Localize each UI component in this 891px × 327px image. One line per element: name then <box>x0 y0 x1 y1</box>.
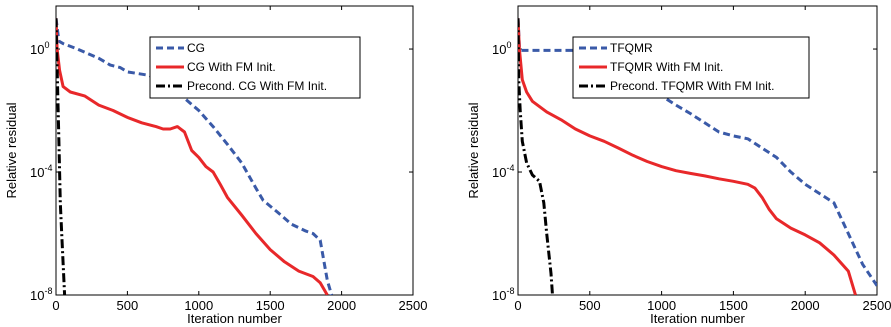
legend: TFQMR TFQMR With FM Init. Precond. TFQMR W… <box>572 36 810 99</box>
series-line-2 <box>518 18 857 295</box>
y-tick-label: 10-4 <box>492 163 514 180</box>
legend-entry-label: Precond. TFQMR With FM Init. <box>610 79 774 93</box>
x-tick-label: 500 <box>579 298 601 313</box>
legend: CG CG With FM Init. Precond. CG With FM In… <box>149 36 361 99</box>
chart-panel-2: 0 500 1000 1500 2000 2500 100 10-4 10-8 Iteration… <box>466 5 891 326</box>
x-tick-label: 2000 <box>791 298 820 313</box>
x-tick-label: 1500 <box>256 298 285 313</box>
x-tick-label: 2500 <box>399 298 428 313</box>
x-tick-label: 1000 <box>184 298 213 313</box>
x-tick-label: 500 <box>117 298 139 313</box>
legend-entry-label: CG <box>187 41 205 55</box>
x-tick-label: 2500 <box>863 298 891 313</box>
x-tick-label: 0 <box>514 298 521 313</box>
series-line-1 <box>518 18 877 287</box>
y-axis-label: Relative residual <box>466 102 481 198</box>
x-tick-label: 1500 <box>719 298 748 313</box>
y-tick-label: 10-4 <box>30 163 52 180</box>
series-line-3 <box>518 18 554 295</box>
y-tick-label: 100 <box>492 40 511 57</box>
legend-entry-label: TFQMR With FM Init. <box>610 60 723 74</box>
legend-entry-label: TFQMR <box>610 41 653 55</box>
y-axis-label: Relative residual <box>4 102 19 198</box>
x-axis-label: Iteration number <box>650 311 745 326</box>
series-line-2 <box>56 18 329 295</box>
y-tick-label: 10-8 <box>30 286 52 303</box>
legend-box <box>572 36 810 99</box>
x-tick-label: 0 <box>52 298 59 313</box>
legend-box <box>149 36 361 99</box>
x-axis-label: Iteration number <box>187 311 282 326</box>
y-tick-label: 10-8 <box>492 286 514 303</box>
legend-entry-label: CG With FM Init. <box>187 60 276 74</box>
series-line-3 <box>56 18 67 295</box>
series-line-1 <box>56 18 334 295</box>
x-tick-label: 2000 <box>327 298 356 313</box>
y-tick-label: 100 <box>30 40 49 57</box>
legend-entry-label: Precond. CG With FM Init. <box>187 79 327 93</box>
x-tick-label: 1000 <box>647 298 676 313</box>
chart-panel-1: 0 500 1000 1500 2000 2500 100 10-4 10-8 Iteration… <box>4 5 428 326</box>
